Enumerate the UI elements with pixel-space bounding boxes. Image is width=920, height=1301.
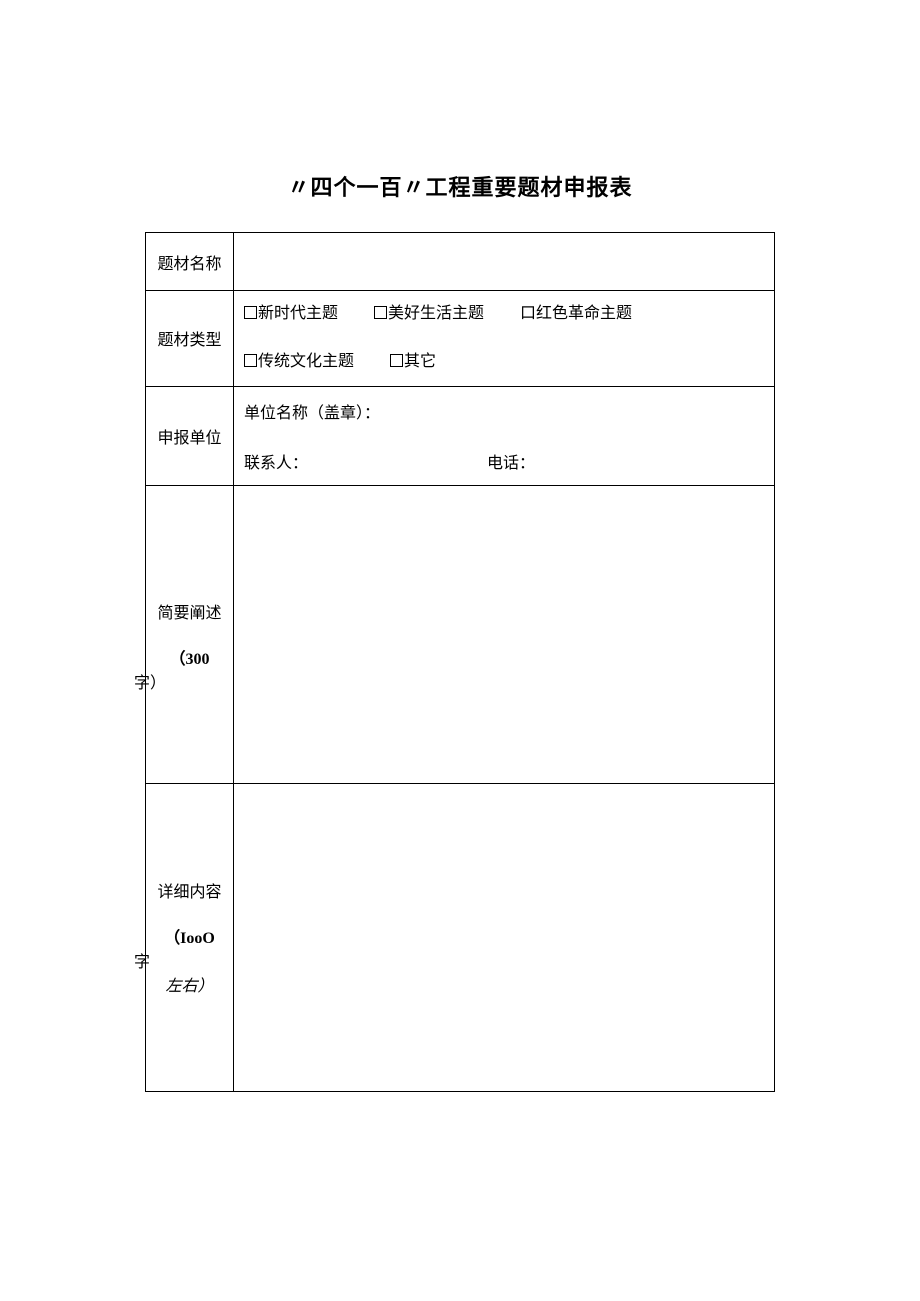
checkbox-icon	[374, 306, 387, 319]
field-subject-type: 新时代主题 美好生活主题 口红色革命主题 传统文化主题 其它	[234, 291, 775, 387]
contact-label: 联系人：	[244, 455, 308, 472]
brief-word-suffix: 字）	[134, 669, 166, 693]
unit-name-line: 单位名称（盖章）：	[244, 399, 764, 423]
detail-word-approx: 左右）	[146, 972, 233, 996]
detail-word-count: （IooO	[146, 924, 233, 948]
detail-word-suffix: 字	[134, 948, 150, 972]
label-subject-type: 题材类型	[146, 291, 234, 387]
field-detail-content	[234, 783, 775, 1091]
checkbox-option-good-life: 美好生活主题	[374, 303, 484, 325]
detail-label-text: 详细内容	[146, 878, 233, 902]
checkbox-icon	[244, 354, 257, 367]
brief-label-text: 简要阐述	[146, 599, 233, 623]
field-applicant-unit: 单位名称（盖章）： 联系人： 电话：	[234, 386, 775, 485]
application-form-table: 题材名称 题材类型 新时代主题 美好生活主题 口红色革命主题 传统文化主题 其它…	[145, 232, 775, 1092]
label-subject-name: 题材名称	[146, 233, 234, 291]
checkbox-option-traditional-culture: 传统文化主题	[244, 351, 354, 373]
phone-label: 电话：	[487, 449, 535, 473]
checkbox-icon	[244, 306, 257, 319]
field-brief-description	[234, 485, 775, 783]
label-brief-description: 简要阐述 （300 字）	[146, 485, 234, 783]
checkbox-option-other: 其它	[390, 351, 436, 373]
field-subject-name	[234, 233, 775, 291]
page-title: 〃四个一百〃工程重要题材申报表	[145, 170, 775, 202]
contact-line: 联系人： 电话：	[244, 449, 764, 473]
checkbox-option-new-era: 新时代主题	[244, 303, 338, 325]
checkbox-option-red-revolution: 口红色革命主题	[520, 303, 632, 325]
checkbox-icon	[390, 354, 403, 367]
label-applicant-unit: 申报单位	[146, 386, 234, 485]
brief-word-count: （300	[146, 645, 233, 669]
label-detail-content: 详细内容 （IooO 字 左右）	[146, 783, 234, 1091]
